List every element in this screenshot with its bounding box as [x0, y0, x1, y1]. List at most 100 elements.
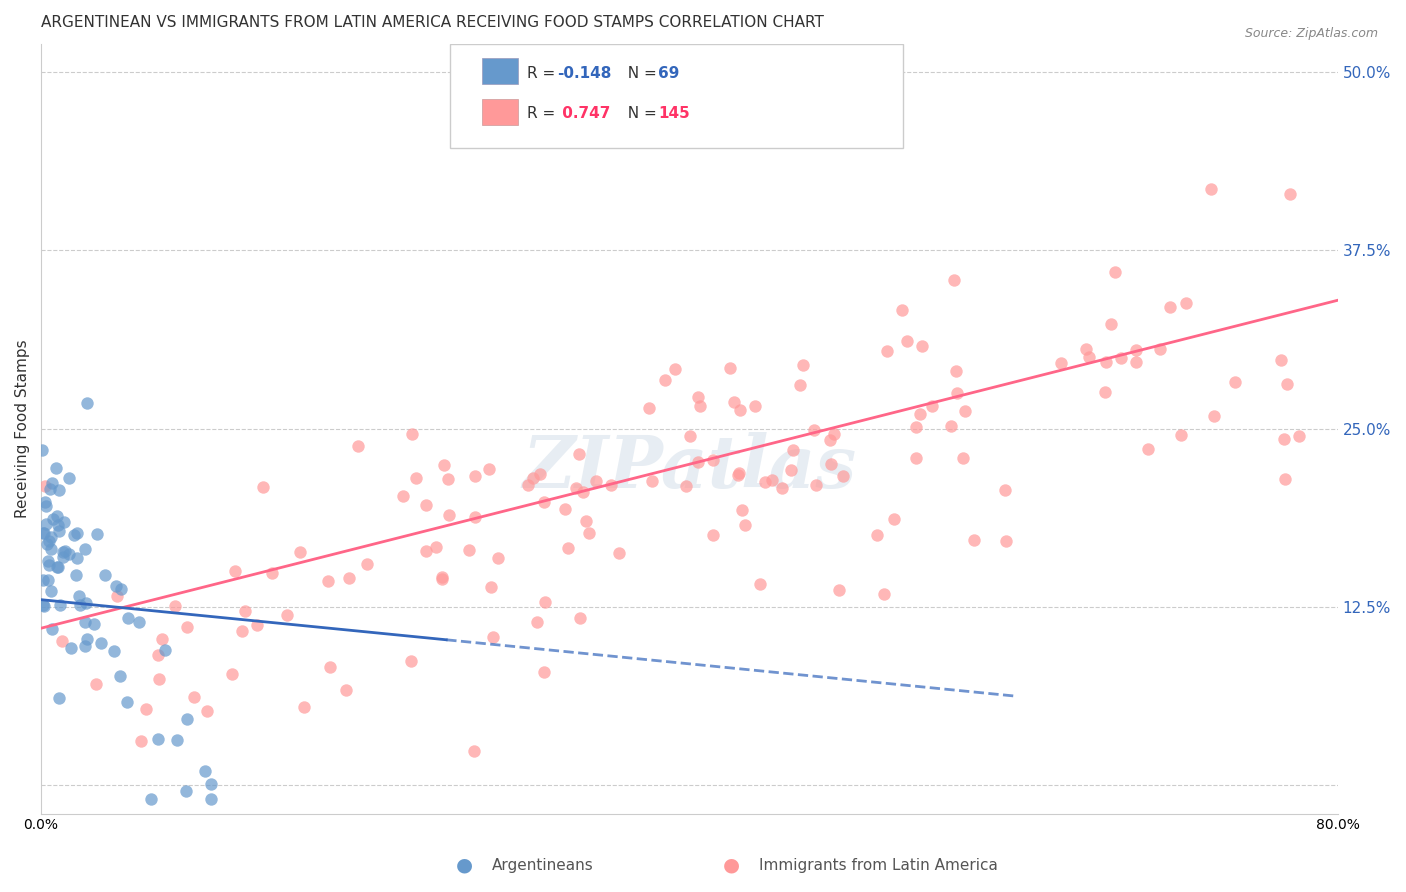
Point [482, 631, 505, 645]
Text: Immigrants from Latin America: Immigrants from Latin America [759, 858, 998, 872]
Point [730, 403, 752, 417]
Point [75, 542, 97, 557]
Point [679, 428, 702, 442]
Point [1170, 428, 1192, 442]
Point [904, 420, 927, 434]
Text: ARGENTINEAN VS IMMIGRANTS FROM LATIN AMERICA RECEIVING FOOD STAMPS CORRELATION C: ARGENTINEAN VS IMMIGRANTS FROM LATIN AME… [41, 15, 824, 30]
Point [48, 524, 70, 539]
Point [734, 517, 756, 532]
Point [45, 461, 67, 475]
Point [415, 498, 437, 512]
Point [780, 462, 803, 476]
Point [59, 640, 82, 655]
Point [804, 477, 827, 491]
Point [578, 525, 600, 540]
Point [48, 691, 70, 706]
Point [103, 643, 125, 657]
Point [873, 587, 896, 601]
Point [52, 515, 75, 529]
Point [568, 447, 591, 461]
Y-axis label: Receiving Food Stamps: Receiving Food Stamps [15, 339, 30, 518]
Point [83, 616, 105, 631]
Point [135, 702, 157, 716]
Point [90, 635, 112, 649]
Point [728, 467, 751, 481]
Point [1109, 351, 1132, 365]
Point [316, 574, 339, 589]
Point [1094, 385, 1116, 400]
Point [37, 537, 59, 551]
Point [963, 533, 986, 547]
Point [1125, 354, 1147, 368]
Point [41, 622, 63, 636]
Point [557, 541, 579, 555]
Point [356, 557, 378, 571]
Point [49, 598, 72, 612]
Point [939, 419, 962, 434]
Point [35, 499, 58, 513]
Point [866, 528, 889, 542]
Point [66, 525, 89, 540]
Point [702, 528, 724, 542]
Point [260, 566, 283, 581]
Point [607, 546, 630, 560]
Point [1104, 265, 1126, 279]
Text: 0.747: 0.747 [557, 106, 610, 121]
Point [46, 518, 69, 533]
Point [516, 477, 538, 491]
Point [276, 607, 298, 622]
Point [31, 442, 53, 457]
Point [478, 462, 501, 476]
Point [754, 475, 776, 490]
Point [430, 572, 453, 586]
Point [38, 558, 60, 573]
Point [1279, 186, 1302, 201]
Point [63, 527, 86, 541]
Point [488, 551, 510, 566]
Point [252, 480, 274, 494]
Point [233, 604, 256, 618]
Point [183, 690, 205, 704]
Point [115, 695, 138, 709]
Point [439, 508, 461, 522]
Point [432, 569, 454, 583]
Point [153, 643, 176, 657]
Point [34, 517, 56, 532]
Point [146, 648, 169, 663]
Point [150, 632, 173, 647]
Point [45, 559, 67, 574]
Point [392, 489, 415, 503]
Point [943, 273, 966, 287]
Point [292, 700, 315, 714]
Point [67, 589, 90, 603]
Point [689, 399, 711, 413]
Point [1149, 343, 1171, 357]
Text: 145: 145 [658, 106, 690, 121]
Point [1274, 472, 1296, 486]
Text: ●: ● [723, 855, 740, 875]
Point [39, 482, 62, 496]
Point [86, 527, 108, 541]
Text: ●: ● [456, 855, 472, 875]
Point [401, 427, 423, 442]
Point [529, 467, 551, 481]
Point [1202, 409, 1225, 424]
Point [458, 543, 481, 558]
Point [945, 364, 967, 378]
Point [94, 568, 117, 582]
Point [1275, 376, 1298, 391]
Point [955, 404, 977, 418]
Point [246, 618, 269, 632]
Point [1136, 442, 1159, 456]
Point [51, 545, 73, 559]
Point [41, 475, 63, 490]
Point [335, 683, 357, 698]
Point [533, 495, 555, 509]
Point [128, 615, 150, 630]
Point [723, 395, 745, 409]
Point [828, 582, 851, 597]
Text: Source: ZipAtlas.com: Source: ZipAtlas.com [1244, 27, 1378, 40]
Point [1159, 301, 1181, 315]
Bar [482, 58, 519, 84]
Point [876, 343, 898, 358]
